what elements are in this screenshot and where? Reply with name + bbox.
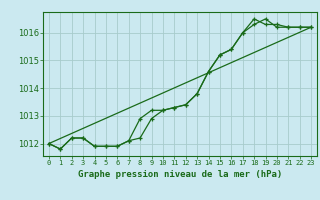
X-axis label: Graphe pression niveau de la mer (hPa): Graphe pression niveau de la mer (hPa) xyxy=(78,170,282,179)
